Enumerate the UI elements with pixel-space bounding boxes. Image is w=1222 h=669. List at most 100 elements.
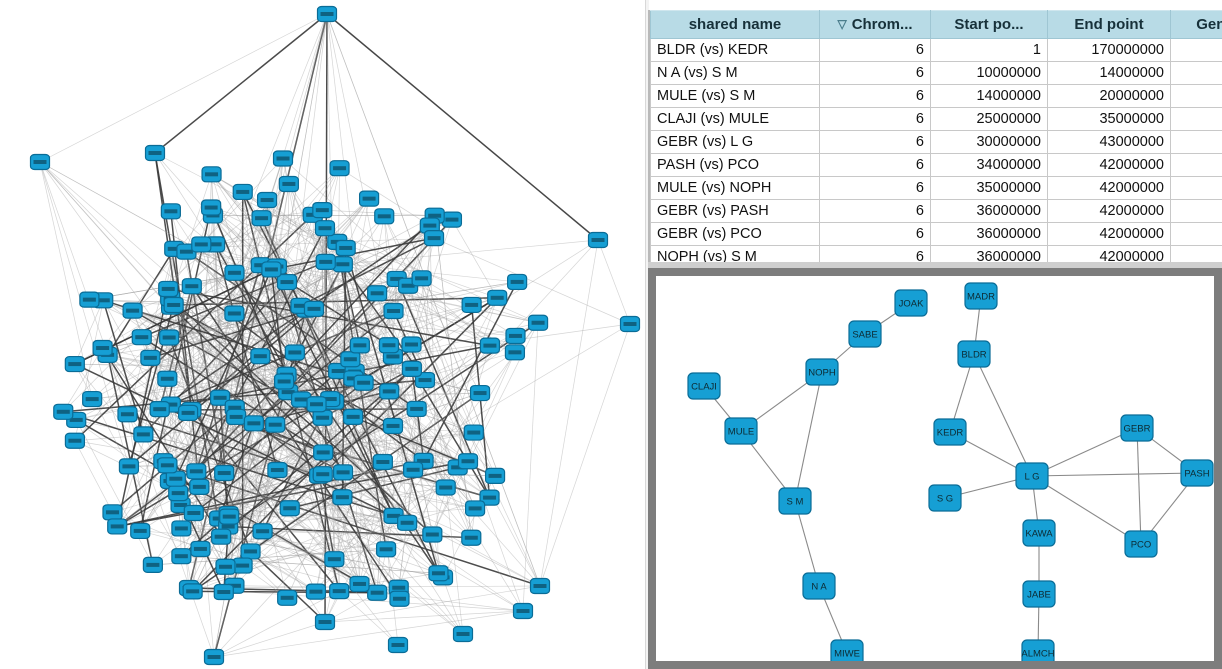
network-edge[interactable] — [139, 207, 212, 532]
network-edge[interactable] — [287, 219, 453, 393]
cell-start_point[interactable]: 10000000 — [930, 61, 1048, 85]
edge-table[interactable]: shared name ▽ Chrom... Start po... End po… — [650, 10, 1222, 268]
network-edge[interactable] — [199, 486, 408, 524]
network-edge[interactable] — [422, 281, 518, 462]
network-edge[interactable] — [300, 237, 435, 307]
network-edge[interactable] — [219, 322, 539, 519]
network-edge[interactable] — [210, 207, 285, 382]
network-edge[interactable] — [318, 475, 336, 560]
network-edge[interactable] — [220, 392, 481, 399]
network-edge[interactable] — [300, 305, 476, 509]
cell-end_point[interactable]: 14000000 — [1047, 61, 1171, 85]
network-edge[interactable] — [274, 424, 444, 578]
network-edge[interactable] — [316, 403, 472, 538]
network-edge[interactable] — [242, 487, 446, 566]
network-edge[interactable] — [178, 492, 433, 535]
network-edge[interactable] — [150, 313, 235, 359]
cell-genetic[interactable]: 8.9 — [1170, 199, 1222, 223]
cell-end_point[interactable]: 43000000 — [1047, 130, 1171, 154]
network-edge[interactable] — [270, 269, 285, 382]
cell-chromosome[interactable]: 6 — [819, 176, 931, 200]
network-edge[interactable] — [271, 269, 317, 405]
subnetwork-node-l-g[interactable]: L G — [1015, 462, 1049, 490]
network-edge[interactable] — [421, 278, 464, 635]
subnetwork-node-kawa[interactable]: KAWA — [1022, 519, 1056, 547]
network-edge[interactable] — [225, 183, 290, 567]
network-edge[interactable] — [62, 347, 103, 412]
cell-end_point[interactable]: 42000000 — [1047, 222, 1171, 246]
network-edge[interactable] — [169, 174, 212, 299]
network-edge[interactable] — [276, 266, 354, 418]
network-edge[interactable] — [411, 368, 491, 498]
network-edge[interactable] — [312, 214, 354, 379]
table-row[interactable]: MULE (vs) S M614000000200000007.5 — [650, 84, 1222, 108]
network-edge[interactable] — [170, 404, 524, 612]
network-edge[interactable] — [262, 13, 328, 532]
network-edge[interactable] — [266, 199, 344, 265]
subnetwork-node-n-a[interactable]: N A — [802, 572, 836, 600]
network-edge[interactable] — [250, 550, 326, 623]
network-edge[interactable] — [173, 269, 272, 306]
network-edge[interactable] — [210, 207, 516, 353]
subnetwork-node-claji[interactable]: CLAJI — [687, 372, 721, 400]
network-edge[interactable] — [350, 359, 387, 550]
network-edge[interactable] — [276, 183, 290, 267]
network-edge[interactable] — [383, 216, 481, 394]
network-edge[interactable] — [186, 251, 409, 287]
network-edge[interactable] — [334, 515, 394, 560]
network-edge[interactable] — [352, 416, 446, 488]
subnetwork-node-bldr[interactable]: BLDR — [957, 340, 991, 368]
network-edge[interactable] — [277, 469, 446, 488]
network-edge[interactable] — [211, 174, 417, 410]
edge-table-panel[interactable]: shared name ▽ Chrom... Start po... End po… — [648, 10, 1222, 268]
network-edge[interactable] — [359, 345, 476, 509]
network-edge[interactable] — [213, 610, 524, 658]
cell-genetic[interactable]: 192.0 — [1170, 38, 1222, 62]
network-edge[interactable] — [170, 211, 201, 487]
full-network-canvas[interactable] — [0, 0, 648, 669]
network-edge[interactable] — [213, 424, 276, 658]
network-edge[interactable] — [338, 322, 539, 372]
subnetwork-node-jabe[interactable]: JABE — [1022, 580, 1056, 608]
cell-start_point[interactable]: 34000000 — [930, 153, 1048, 177]
cell-start_point[interactable]: 36000000 — [930, 199, 1048, 223]
network-edge[interactable] — [186, 251, 394, 427]
network-edge[interactable] — [74, 424, 276, 442]
network-edge[interactable] — [424, 225, 431, 381]
network-edge[interactable] — [159, 408, 400, 600]
network-edge[interactable] — [235, 191, 244, 417]
cell-end_point[interactable]: 35000000 — [1047, 107, 1171, 131]
column-header-start-point[interactable]: Start po... — [930, 10, 1048, 39]
network-edge[interactable] — [177, 269, 272, 494]
cell-chromosome[interactable]: 6 — [819, 153, 931, 177]
network-edge[interactable] — [234, 313, 490, 498]
subnetwork-node-noph[interactable]: NOPH — [805, 358, 839, 386]
network-edge[interactable] — [220, 345, 491, 537]
network-edge[interactable] — [597, 239, 631, 325]
cell-shared_name[interactable]: GEBR (vs) L G — [650, 130, 820, 154]
cell-genetic[interactable]: 6.6 — [1170, 61, 1222, 85]
network-edge[interactable] — [181, 452, 324, 529]
network-edge[interactable] — [213, 621, 326, 658]
network-edge[interactable] — [250, 551, 317, 592]
network-edge[interactable] — [434, 215, 472, 538]
cell-shared_name[interactable]: CLAJI (vs) MULE — [650, 107, 820, 131]
network-edge[interactable] — [220, 352, 516, 538]
network-edge[interactable] — [74, 440, 113, 513]
network-edge[interactable] — [167, 288, 344, 473]
network-edge[interactable] — [167, 288, 400, 588]
cell-chromosome[interactable]: 6 — [819, 84, 931, 108]
network-edge[interactable] — [324, 585, 541, 623]
network-edge[interactable] — [411, 219, 453, 345]
network-edge[interactable] — [325, 261, 354, 417]
network-edge[interactable] — [159, 310, 394, 410]
network-edge[interactable] — [282, 158, 491, 346]
network-edge[interactable] — [179, 227, 326, 506]
network-edge[interactable] — [211, 207, 346, 249]
network-edge[interactable] — [186, 251, 296, 353]
cell-shared_name[interactable]: MULE (vs) S M — [650, 84, 820, 108]
subnetwork-node-gebr[interactable]: GEBR — [1120, 414, 1154, 442]
network-edge[interactable] — [102, 300, 197, 472]
network-edge[interactable] — [74, 304, 174, 365]
cell-end_point[interactable]: 42000000 — [1047, 199, 1171, 223]
